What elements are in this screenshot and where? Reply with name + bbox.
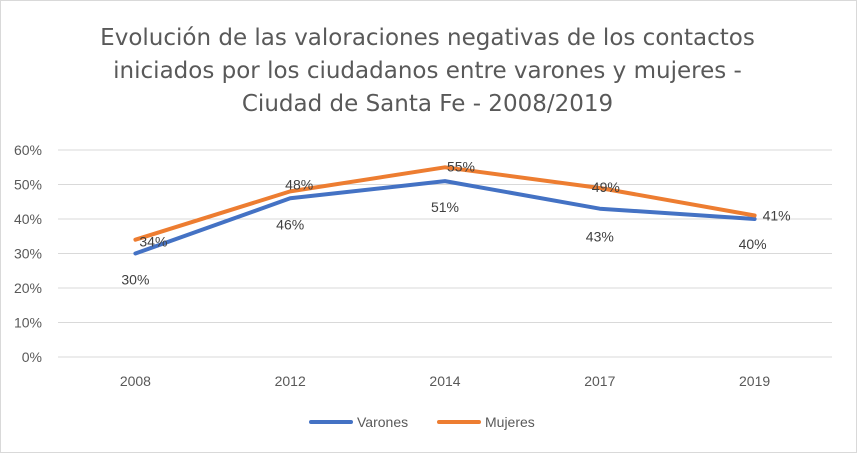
data-label: 34% — [139, 234, 167, 250]
chart-title-line-3: Ciudad de Santa Fe - 2008/2019 — [241, 91, 614, 117]
data-label: 48% — [285, 176, 313, 192]
y-tick-label: 50% — [14, 177, 42, 193]
data-label: 40% — [739, 236, 767, 252]
data-label: 51% — [431, 199, 459, 215]
y-tick-label: 40% — [14, 211, 42, 227]
data-label: 41% — [763, 208, 791, 224]
y-tick-label: 20% — [14, 280, 42, 296]
series-line-mujeres — [133, 165, 757, 242]
data-label: 49% — [592, 179, 620, 195]
x-tick-label: 2012 — [275, 373, 306, 389]
legend-label-varones: Varones — [357, 414, 408, 430]
data-label: 30% — [121, 272, 149, 288]
x-tick-label: 2014 — [429, 373, 460, 389]
series-line-varones — [133, 179, 757, 256]
y-tick-label: 30% — [14, 246, 42, 262]
y-tick-label: 10% — [14, 315, 42, 331]
data-label: 55% — [447, 158, 475, 174]
x-tick-label: 2017 — [584, 373, 615, 389]
y-tick-label: 0% — [22, 349, 42, 365]
x-tick-label: 2019 — [739, 373, 770, 389]
data-label: 46% — [276, 216, 304, 232]
legend-label-mujeres: Mujeres — [485, 414, 535, 430]
data-label: 43% — [586, 229, 614, 245]
chart-title: Evolución de las valoraciones negativas … — [60, 22, 795, 121]
x-tick-label: 2008 — [120, 373, 151, 389]
chart-title-line-2: iniciados por los ciudadanos entre varon… — [113, 58, 742, 84]
y-tick-label: 60% — [14, 142, 42, 158]
chart-title-line-1: Evolución de las valoraciones negativas … — [100, 25, 755, 51]
